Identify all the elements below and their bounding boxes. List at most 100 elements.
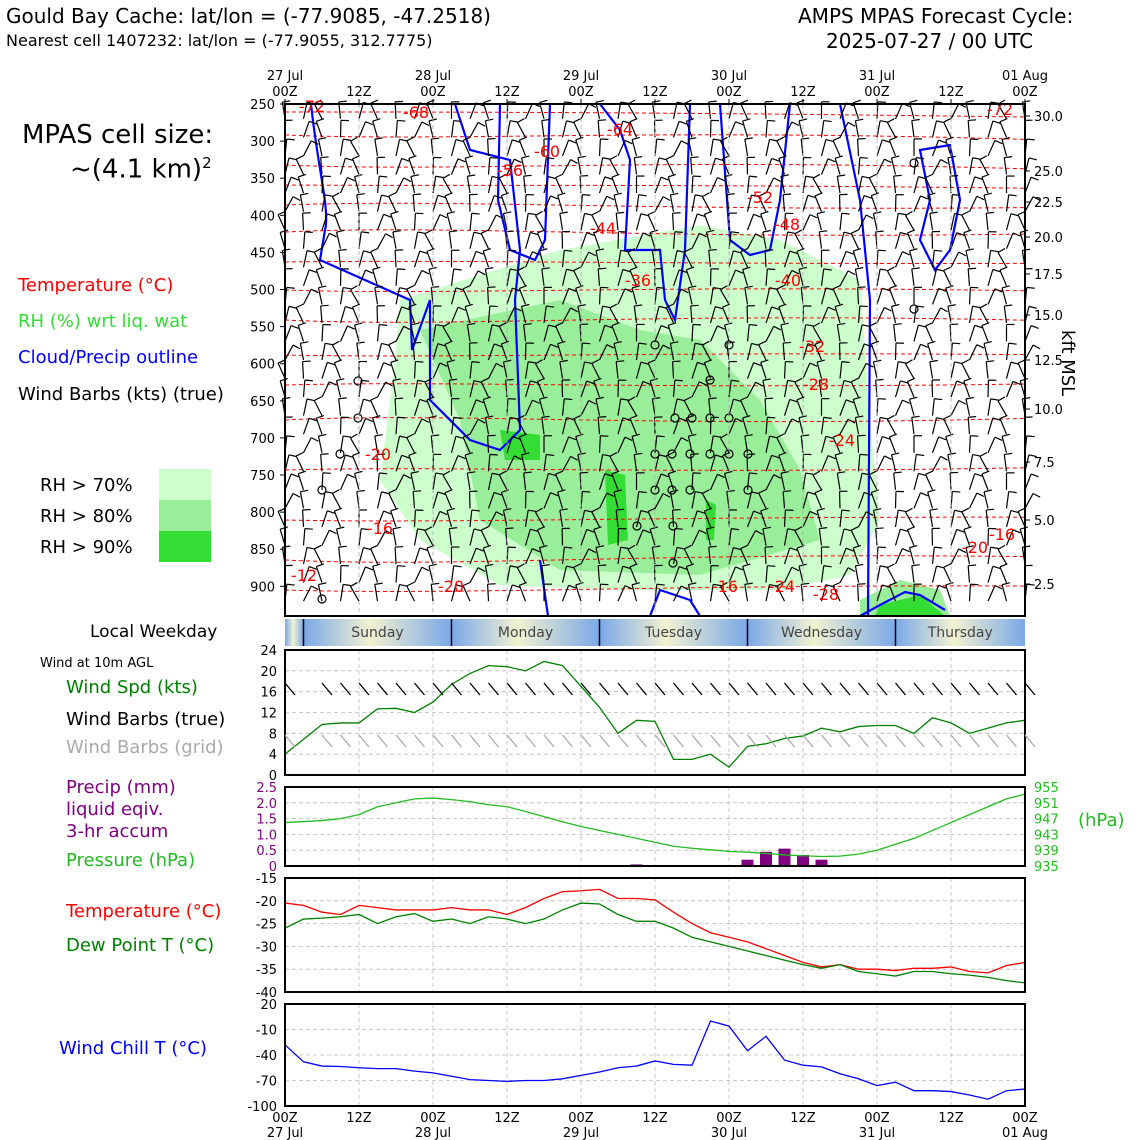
wind-barb (331, 192, 342, 212)
wind-barb (783, 269, 800, 287)
wind-barb-flag (306, 398, 315, 402)
wind-barb-staff (742, 269, 749, 286)
wind-barb (598, 492, 615, 509)
wind-barb-staff (284, 344, 294, 361)
temperature-contour-label: -16 (989, 525, 1015, 544)
wind-barb-staff (1003, 454, 1008, 472)
wind-barb (931, 546, 943, 565)
wind-barb-flag (295, 303, 304, 309)
wind-barb-staff (765, 474, 775, 491)
wind-barb-staff (687, 584, 693, 602)
wind-barb (595, 396, 604, 416)
wind-barb (413, 121, 430, 138)
wind-barb-staff (672, 250, 678, 268)
wind-barb-flag (640, 213, 649, 217)
wind-barb-staff (705, 528, 712, 546)
wind-barb (709, 157, 724, 175)
wind-barb-flag (720, 433, 728, 439)
wind-barb (812, 173, 823, 194)
wind-barb (561, 584, 577, 602)
wind-barb-flag (564, 249, 573, 252)
wind-barb (852, 396, 862, 416)
wind-barb-flag (742, 415, 751, 419)
wind-barb-flag (823, 416, 832, 419)
wind-barb (820, 287, 834, 305)
wind-barb (446, 507, 455, 528)
calm-wind-circle (685, 449, 695, 459)
wind-barb-flag (288, 157, 297, 161)
temperature-panel-ytick-label: -40 (256, 986, 277, 1001)
wind-barb-staff (740, 251, 749, 268)
wind-barb-flag (467, 174, 476, 177)
wind-barb-staff (333, 214, 342, 231)
wind-panel-ytick-label: 4 (269, 748, 277, 763)
wind-barb (839, 250, 854, 268)
wind-barb-flag (656, 435, 665, 438)
wind-barb (965, 396, 974, 416)
wind-barb-staff (541, 268, 545, 286)
wind-barb (395, 454, 410, 472)
wind-barb (691, 529, 707, 546)
wind-barb (450, 398, 460, 416)
wind-barb (672, 508, 681, 527)
wind-barb (820, 455, 836, 472)
wind-barb-staff (947, 454, 952, 472)
wind-barb-flag (943, 563, 952, 568)
wind-barb-flag (453, 565, 462, 568)
wind-barb (931, 527, 941, 546)
wind-barb-staff (631, 287, 638, 305)
wind-barb (816, 507, 825, 528)
wind-barb-staff (598, 138, 601, 156)
wind-barb-flag (383, 510, 392, 515)
wind-barb-flag (519, 581, 528, 586)
wind-barb-staff (854, 417, 860, 435)
wind-barb-flag (965, 396, 974, 400)
pressure-tick-label: 400 (250, 209, 275, 224)
wind-barb-staff (893, 176, 897, 194)
wind-barb (339, 325, 355, 342)
wind-barb-flag (740, 99, 749, 104)
wind-barb (987, 527, 997, 546)
wind-barb-flag (548, 324, 557, 328)
wind-barb-staff (857, 157, 861, 175)
wind-barb-staff (1024, 325, 1032, 342)
temperature-contour-label: -52 (747, 188, 773, 207)
wind-barb (832, 581, 841, 602)
wind-barb-flag (374, 137, 383, 140)
wind-barb-flag (327, 213, 336, 218)
wind-barb-flag (535, 359, 543, 365)
wind-barb-flag (660, 325, 669, 330)
wind-barb-flag (613, 192, 622, 196)
wind-barb-flag (722, 303, 731, 308)
wind-barb (816, 359, 825, 379)
wind-barb-flag (514, 307, 522, 312)
wind-barb-flag (753, 362, 762, 367)
wind-barb (410, 174, 419, 194)
wind-barb-flag (956, 380, 965, 385)
wind-barb-flag (859, 453, 868, 456)
wind-barb (516, 266, 527, 287)
wind-barb-flag (575, 433, 584, 438)
weekday-band (303, 619, 452, 646)
wind-barb (487, 453, 498, 472)
wind-barb-true (432, 682, 444, 696)
wind-barb-staff (297, 473, 305, 491)
wind-barb-staff (536, 381, 545, 398)
wind-barb (651, 397, 661, 416)
wind-barb-staff (413, 250, 421, 268)
wind-barb (654, 344, 671, 361)
wind-barb-staff (450, 268, 455, 286)
wind-barb-flag (631, 136, 640, 141)
wind-barb-flag (424, 526, 433, 532)
wind-barb-flag (334, 359, 343, 364)
temperature-contour-label: -20 (962, 538, 988, 557)
wind-barb (518, 136, 528, 157)
wind-barb (524, 342, 534, 361)
wind-barb (1021, 397, 1031, 416)
wind-barb-flag (629, 414, 638, 420)
wind-barb-staff (963, 232, 971, 249)
wind-barb-staff (968, 287, 971, 305)
wind-barb-true (728, 682, 740, 696)
wind-barb (506, 120, 519, 138)
wind-barb-flag (577, 304, 586, 307)
